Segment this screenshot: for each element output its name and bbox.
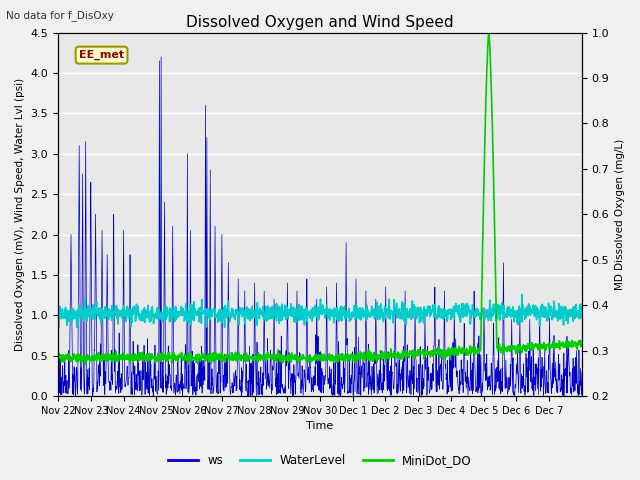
- Title: Dissolved Oxygen and Wind Speed: Dissolved Oxygen and Wind Speed: [186, 15, 454, 30]
- Y-axis label: MD Dissolved Oxygen (mg/L): MD Dissolved Oxygen (mg/L): [615, 139, 625, 290]
- X-axis label: Time: Time: [307, 421, 333, 432]
- Text: EE_met: EE_met: [79, 50, 124, 60]
- Legend: ws, WaterLevel, MiniDot_DO: ws, WaterLevel, MiniDot_DO: [163, 449, 477, 472]
- Y-axis label: Dissolved Oxygen (mV), Wind Speed, Water Lvl (psi): Dissolved Oxygen (mV), Wind Speed, Water…: [15, 78, 25, 351]
- Text: No data for f_DisOxy: No data for f_DisOxy: [6, 10, 115, 21]
